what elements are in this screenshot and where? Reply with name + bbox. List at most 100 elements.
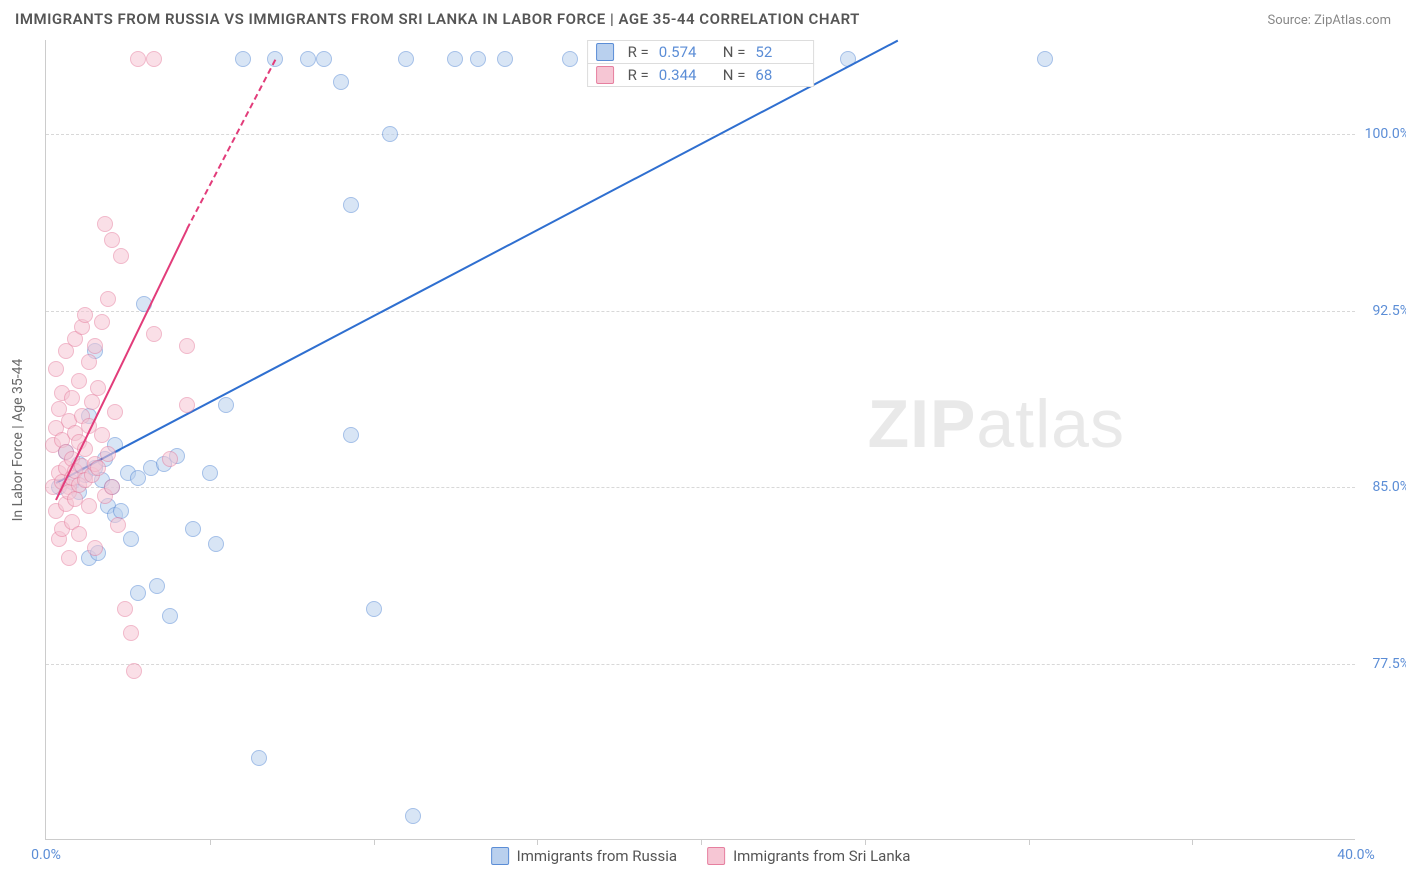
scatter-point — [470, 51, 486, 67]
scatter-point — [343, 197, 359, 213]
legend-r-label: R = — [628, 43, 649, 61]
scatter-point — [300, 51, 316, 67]
legend-n-label: N = — [723, 43, 746, 61]
y-tick-label: 92.5% — [1372, 303, 1406, 319]
x-tick-mark — [374, 839, 375, 845]
chart-source: Source: ZipAtlas.com — [1267, 13, 1391, 28]
scatter-point — [113, 248, 129, 264]
scatter-point — [149, 578, 165, 594]
scatter-point — [447, 51, 463, 67]
scatter-point — [343, 427, 359, 443]
scatter-point — [162, 451, 178, 467]
watermark: ZIPatlas — [868, 385, 1125, 463]
scatter-point — [185, 521, 201, 537]
scatter-point — [104, 232, 120, 248]
scatter-point — [202, 465, 218, 481]
scatter-point — [562, 51, 578, 67]
scatter-point — [90, 460, 106, 476]
scatter-point — [398, 51, 414, 67]
y-axis-label: In Labor Force | Age 35-44 — [10, 358, 26, 521]
legend-series-item: Immigrants from Russia — [491, 847, 677, 865]
scatter-point — [497, 51, 513, 67]
scatter-point — [94, 314, 110, 330]
scatter-point — [126, 663, 142, 679]
scatter-point — [107, 404, 123, 420]
scatter-point — [366, 601, 382, 617]
watermark-rest: atlas — [976, 386, 1125, 462]
x-tick-mark — [865, 839, 866, 845]
scatter-point — [179, 338, 195, 354]
scatter-point — [71, 373, 87, 389]
scatter-point — [162, 608, 178, 624]
legend-r-value: 0.344 — [659, 66, 709, 84]
scatter-point — [130, 585, 146, 601]
scatter-point — [48, 361, 64, 377]
legend-series-item: Immigrants from Sri Lanka — [707, 847, 910, 865]
scatter-point — [208, 536, 224, 552]
scatter-point — [87, 540, 103, 556]
scatter-point — [104, 479, 120, 495]
scatter-point — [81, 498, 97, 514]
scatter-point — [405, 808, 421, 824]
x-tick-mark — [701, 839, 702, 845]
gridline — [46, 664, 1355, 665]
scatter-point — [117, 601, 133, 617]
legend-r-label: R = — [628, 66, 649, 84]
scatter-point — [316, 51, 332, 67]
y-tick-label: 85.0% — [1372, 479, 1406, 495]
x-tick-mark — [210, 839, 211, 845]
scatter-point — [71, 526, 87, 542]
scatter-point — [97, 216, 113, 232]
chart-title: IMMIGRANTS FROM RUSSIA VS IMMIGRANTS FRO… — [15, 10, 860, 28]
gridline — [46, 487, 1355, 488]
scatter-point — [100, 446, 116, 462]
scatter-point — [123, 531, 139, 547]
gridline — [46, 311, 1355, 312]
scatter-point — [218, 397, 234, 413]
scatter-chart: In Labor Force | Age 35-44 ZIPatlas R =0… — [45, 40, 1355, 840]
chart-header: IMMIGRANTS FROM RUSSIA VS IMMIGRANTS FRO… — [0, 0, 1406, 33]
legend-series-name: Immigrants from Sri Lanka — [733, 847, 910, 865]
scatter-point — [146, 326, 162, 342]
x-tick-mark — [1192, 839, 1193, 845]
scatter-point — [110, 517, 126, 533]
x-tick-mark — [1029, 839, 1030, 845]
scatter-point — [130, 51, 146, 67]
scatter-point — [179, 397, 195, 413]
scatter-point — [61, 550, 77, 566]
legend-swatch — [596, 43, 614, 61]
scatter-point — [251, 750, 267, 766]
scatter-point — [100, 291, 116, 307]
legend-swatch — [596, 66, 614, 84]
legend-stat-row: R =0.574N =52 — [587, 40, 815, 64]
legend-stat-row: R =0.344N =68 — [587, 63, 815, 87]
scatter-point — [64, 390, 80, 406]
scatter-point — [84, 394, 100, 410]
scatter-point — [81, 354, 97, 370]
legend-swatch — [491, 847, 509, 865]
scatter-point — [1037, 51, 1053, 67]
legend-series-name: Immigrants from Russia — [517, 847, 677, 865]
x-tick-label: 0.0% — [31, 847, 61, 863]
gridline — [46, 134, 1355, 135]
scatter-point — [123, 625, 139, 641]
scatter-point — [146, 51, 162, 67]
trend-line — [186, 59, 276, 229]
y-tick-label: 100.0% — [1365, 126, 1406, 142]
watermark-bold: ZIP — [868, 386, 977, 462]
trend-line — [55, 40, 898, 484]
scatter-point — [77, 307, 93, 323]
scatter-point — [333, 74, 349, 90]
legend-r-value: 0.574 — [659, 43, 709, 61]
x-tick-label: 40.0% — [1337, 847, 1375, 863]
scatter-point — [382, 126, 398, 142]
scatter-point — [235, 51, 251, 67]
legend-swatch — [707, 847, 725, 865]
scatter-point — [87, 338, 103, 354]
x-tick-mark — [537, 839, 538, 845]
scatter-point — [90, 380, 106, 396]
legend-series: Immigrants from Russia Immigrants from Sr… — [491, 847, 911, 865]
scatter-point — [94, 427, 110, 443]
legend-stats: R =0.574N =52R =0.344N =68 — [587, 40, 815, 86]
legend-n-label: N = — [723, 66, 746, 84]
